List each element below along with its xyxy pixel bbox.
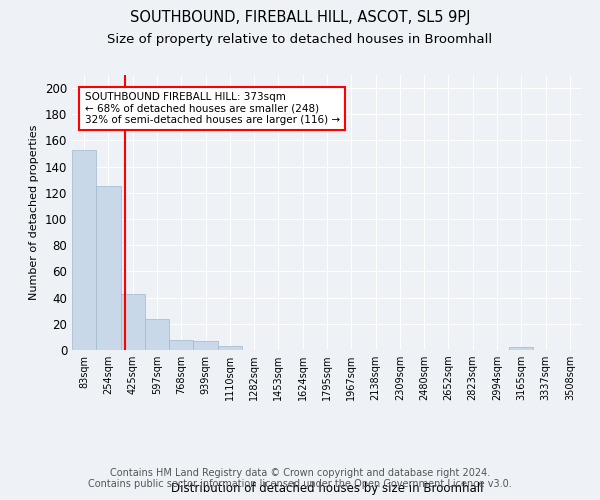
Bar <box>145 318 169 350</box>
Bar <box>169 340 193 350</box>
Text: SOUTHBOUND, FIREBALL HILL, ASCOT, SL5 9PJ: SOUTHBOUND, FIREBALL HILL, ASCOT, SL5 9P… <box>130 10 470 25</box>
Bar <box>509 348 533 350</box>
Y-axis label: Number of detached properties: Number of detached properties <box>29 125 39 300</box>
Text: SOUTHBOUND FIREBALL HILL: 373sqm
← 68% of detached houses are smaller (248)
32% : SOUTHBOUND FIREBALL HILL: 373sqm ← 68% o… <box>85 92 340 125</box>
Text: Contains HM Land Registry data © Crown copyright and database right 2024.
Contai: Contains HM Land Registry data © Crown c… <box>88 468 512 489</box>
Text: Distribution of detached houses by size in Broomhall: Distribution of detached houses by size … <box>171 482 483 495</box>
Bar <box>72 150 96 350</box>
Bar <box>218 346 242 350</box>
Bar <box>96 186 121 350</box>
Bar <box>121 294 145 350</box>
Bar <box>193 341 218 350</box>
Text: Size of property relative to detached houses in Broomhall: Size of property relative to detached ho… <box>107 32 493 46</box>
